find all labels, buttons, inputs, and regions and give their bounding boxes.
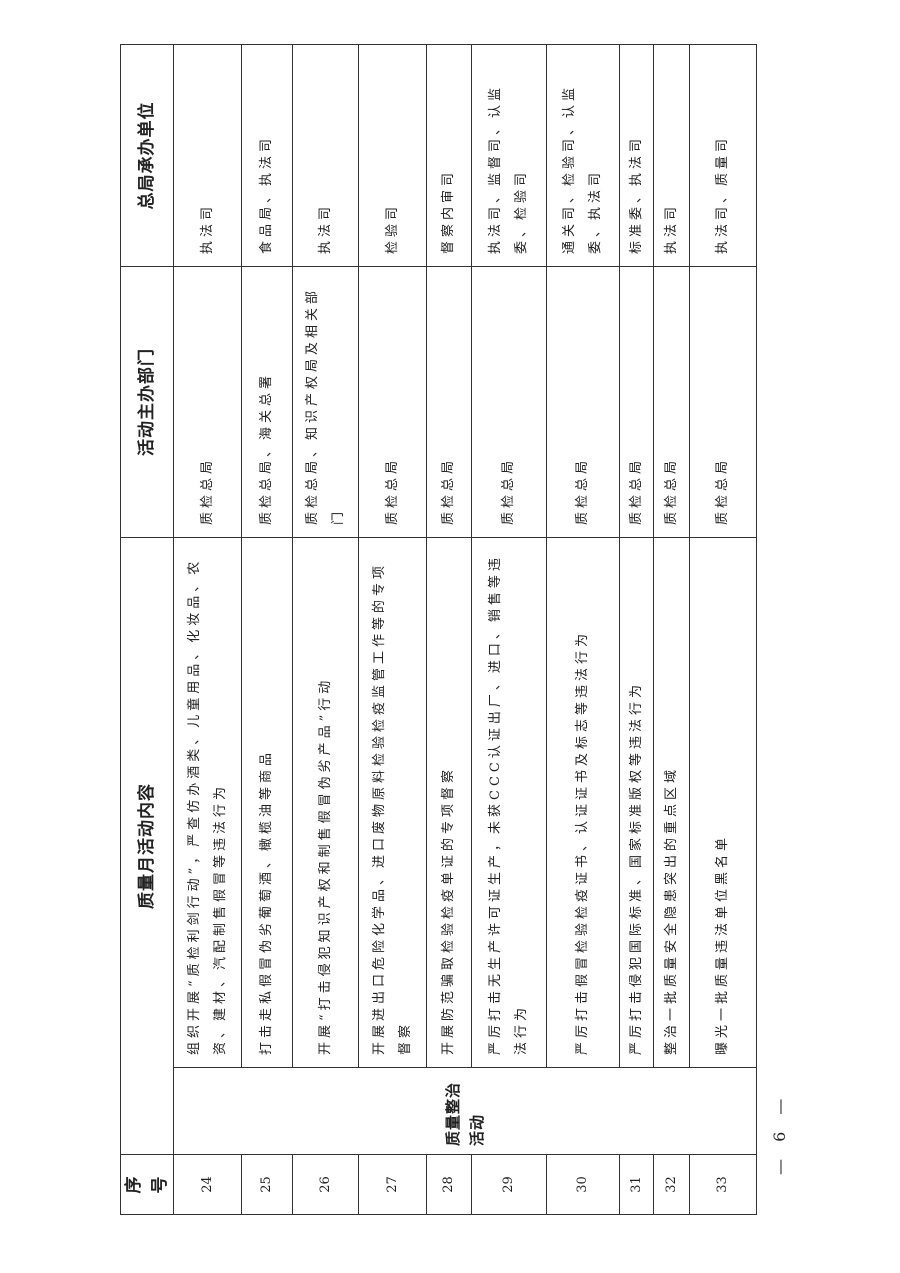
row-number: 28 [426, 1154, 472, 1215]
header-content: 质量月活动内容 [120, 537, 174, 1155]
activity-content: 组织开展“质检利剑行动”，严查仿办酒类、儿童用品、化妆品、农资、建材、汽配制售假… [173, 537, 242, 1068]
table-row: 24 质量整治活动 组织开展“质检利剑行动”，严查仿办酒类、儿童用品、化妆品、农资、… [173, 44, 757, 1215]
undertaking-unit: 标准委、执法司 [619, 44, 654, 267]
host-department: 质检总局 [173, 266, 242, 538]
activity-content: 严厉打击侵犯国际标准、国家标准版权等违法行为 [619, 537, 654, 1068]
header-index: 序号 [120, 1154, 174, 1215]
host-department: 质检总局 [619, 266, 654, 538]
host-department: 质检总局 [426, 266, 472, 538]
activity-content: 打击走私假冒伪劣葡萄酒、橄榄油等商品 [241, 537, 293, 1068]
row-number: 33 [689, 1154, 757, 1215]
undertaking-unit: 执法司 [173, 44, 242, 267]
host-department: 质检总局 [689, 266, 757, 538]
host-department: 质检总局 [546, 266, 620, 538]
activity-content: 曝光一批质量违法单位黑名单 [689, 537, 757, 1068]
activity-content: 开展进出口危险化学品、进口废物原料检验检疫监管工作等的专项督察 [358, 537, 427, 1068]
row-number: 24 [173, 1154, 242, 1215]
undertaking-unit: 执法司 [653, 44, 690, 267]
page-number: — 6 — [770, 1092, 789, 1175]
rotated-table-container: 序号 质量月活动内容 活动主办部门 总局承办单位 24 质量整治活动 组织开展“质检… [120, 44, 757, 1215]
activity-content: 严厉打击假冒检验检疫证书、认证证书及标志等违法行为 [546, 537, 620, 1068]
undertaking-unit: 通关司、检验司、认监委、执法司 [546, 44, 620, 267]
row-number: 29 [471, 1154, 547, 1215]
row-number: 26 [292, 1154, 359, 1215]
undertaking-unit: 执法司、监督司、认监委、检验司 [471, 44, 547, 267]
undertaking-unit: 督察内审司 [426, 44, 472, 267]
category-cell: 质量整治活动 [173, 1067, 757, 1155]
header-undertaker: 总局承办单位 [120, 44, 174, 267]
host-department: 质检总局 [653, 266, 690, 538]
row-number: 30 [546, 1154, 620, 1215]
table-row: 30 严厉打击假冒检验检疫证书、认证证书及标志等违法行为 质检总局 通关司、检验司、认… [546, 44, 620, 1215]
undertaking-unit: 执法司 [292, 44, 359, 267]
table-row: 29 严厉打击无生产许可证生产，未获CCC认证出厂、进口、销售等违法行为 质检总局执… [471, 44, 547, 1215]
row-number: 31 [619, 1154, 654, 1215]
activity-content: 严厉打击无生产许可证生产，未获CCC认证出厂、进口、销售等违法行为 [471, 537, 547, 1068]
host-department: 质检总局 [471, 266, 547, 538]
activity-content: 整治一批质量安全隐患突出的重点区域 [653, 537, 690, 1068]
table-row: 27 开展进出口危险化学品、进口废物原料检验检疫监管工作等的专项督察 质检总局 检验司 [358, 44, 427, 1215]
undertaking-unit: 检验司 [358, 44, 427, 267]
table-row: 25 打击走私假冒伪劣葡萄酒、橄榄油等商品 质检总局、海关总署 食品局、执法司 [241, 44, 293, 1215]
table-row: 31 严厉打击侵犯国际标准、国家标准版权等违法行为 质检总局 标准委、执法司 [619, 44, 654, 1215]
header-row: 序号 质量月活动内容 活动主办部门 总局承办单位 [120, 44, 174, 1215]
activity-content: 开展“打击侵犯知识产权和制售假冒伪劣产品”行动 [292, 537, 359, 1068]
host-department: 质检总局、海关总署 [241, 266, 293, 538]
table-row: 28 开展防范骗取检验检疫单证的专项督察 质检总局 督察内审司 [426, 44, 472, 1215]
host-department: 质检总局 [358, 266, 427, 538]
table-row: 33 曝光一批质量违法单位黑名单 质检总局 执法司、质量司 [689, 44, 757, 1215]
undertaking-unit: 食品局、执法司 [241, 44, 293, 267]
activity-content: 开展防范骗取检验检疫单证的专项督察 [426, 537, 472, 1068]
host-department: 质检总局、知识产权局及相关部门 [292, 266, 359, 538]
header-host: 活动主办部门 [120, 266, 174, 538]
row-number: 25 [241, 1154, 293, 1215]
quality-month-table: 序号 质量月活动内容 活动主办部门 总局承办单位 24 质量整治活动 组织开展“质检… [120, 44, 757, 1215]
row-number: 27 [358, 1154, 427, 1215]
undertaking-unit: 执法司、质量司 [689, 44, 757, 267]
table-row: 32 整治一批质量安全隐患突出的重点区域 质检总局 执法司 [653, 44, 690, 1215]
table-row: 26 开展“打击侵犯知识产权和制售假冒伪劣产品”行动 质检总局、知识产权局及相关部门… [292, 44, 359, 1215]
row-number: 32 [653, 1154, 690, 1215]
